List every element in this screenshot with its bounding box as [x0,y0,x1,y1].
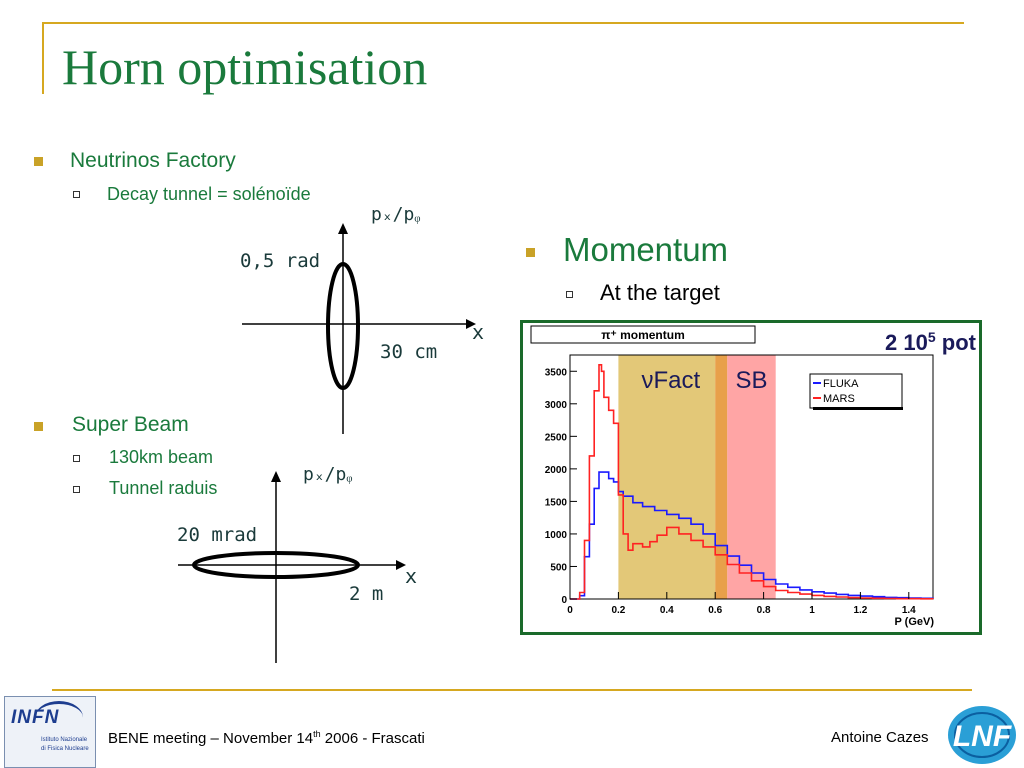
sub-bullet-marker [73,191,80,198]
title-frame-top [42,22,964,24]
momentum-histogram: π⁺ momentum νFact SB 0 0.2 0.4 0.6 0.8 1 1.2 1.4 0 5… [530,325,977,628]
infn-logo-sub2: di Fisica Nucleare [41,746,89,752]
phase-space-diagram-nf [242,223,476,434]
sub-bullet-130km-beam: 130km beam [109,447,214,467]
title-frame-vertical [42,22,44,94]
pot-base: 2 10 [885,330,928,355]
chart-x-tick-label: 0.8 [757,605,771,616]
bullet-marker [526,248,535,257]
chart-series-fluka [570,471,934,600]
chart-plot-frame [569,354,934,600]
chart-x-tick-label: 0 [567,605,573,616]
footer-author: Antoine Cazes [831,729,929,746]
diagram1-angle-label: 0,5 rad [240,250,321,272]
chart-y-tick-label: 0 [561,595,567,606]
phase-space-ellipse [192,551,360,579]
infn-logo-arc [35,701,83,734]
chart-x-axis-label: P (GeV) [894,616,934,628]
bullet-marker [34,422,43,431]
sub-bullet-marker [566,291,573,298]
chart-y-tick-label: 2000 [545,465,568,476]
footer-meeting: BENE meeting – November 14th 2006 - Fras… [108,729,425,747]
infn-logo: INFN Istituto Nazionale di Fisica Nuclea… [4,696,96,768]
phase-space-ellipse [326,262,360,390]
chart-y-tick-label: 1500 [545,497,568,508]
footer-rule [52,689,972,691]
chart-title: π⁺ momentum [601,328,685,342]
diagram1-y-label: pₓ/pᵩ [371,204,421,225]
chart-region-label-0: νFact [641,367,700,394]
sub-bullet-marker [73,486,80,493]
bullet-super-beam: Super Beam [72,413,189,436]
diagram2-x-label: x [405,564,418,588]
chart-region-0 [618,355,716,599]
pot-unit: pot [936,330,977,355]
axis-x-arrow [396,560,406,570]
bullet-marker [34,157,43,166]
diagram1-x-label: x [472,320,485,344]
bullet-neutrinos-factory: Neutrinos Factory [70,149,236,172]
lnf-logo: LNF [948,706,1016,764]
axis-y-arrow [338,223,348,234]
chart-x-tick-label: 0.4 [660,605,674,616]
chart-legend-label-mars: MARS [823,393,855,405]
chart-y-tick-label: 3500 [545,367,568,378]
pot-exponent: 5 [928,329,936,345]
sub-bullet-marker [73,455,80,462]
axis-y-arrow [271,471,281,482]
diagram2-y-label: pₓ/pᵩ [303,464,353,485]
footer-meeting-tail: 2006 - Frascati [320,730,425,747]
chart-legend-label-fluka: FLUKA [823,378,859,390]
infn-logo-sub1: Istituto Nazionale [41,737,88,743]
sub-bullet-tunnel-radius: Tunnel raduis [109,478,218,498]
chart-y-tick-label: 500 [550,562,567,573]
sub-bullet-at-target: At the target [600,280,720,305]
bullet-momentum: Momentum [563,231,729,268]
chart-x-tick-label: 1.2 [853,605,867,616]
chart-series-mars [570,364,934,600]
chart-x-tick-label: 1 [809,605,815,616]
sub-bullet-decay-tunnel: Decay tunnel = solénoïde [107,184,311,204]
diagram2-angle-label: 20 mrad [177,524,258,546]
chart-region-2 [727,355,776,599]
chart-legend-shadow [813,407,903,410]
chart-title-box [530,325,756,344]
chart-x-tick-label: 1.4 [902,605,916,616]
axis-x-arrow [466,319,476,329]
chart-x-tick-label: 0.6 [708,605,722,616]
chart-y-tick-label: 3000 [545,400,568,411]
chart-x-tick-label: 0.2 [611,605,625,616]
chart-region-label-2: SB [735,367,767,394]
phase-space-diagram-sb [178,471,406,663]
chart-y-tick-label: 2500 [545,432,568,443]
chart-legend-box [809,373,903,409]
diagram1-length-label: 30 cm [380,341,438,363]
footer-meeting-main: BENE meeting – November 14 [108,730,314,747]
diagram2-length-label: 2 m [349,583,384,605]
chart-region-1 [715,355,728,599]
lnf-logo-text: LNF [953,720,1012,753]
footer-meeting-sup: th [313,729,321,739]
chart-y-tick-label: 1000 [545,530,568,541]
slide-title: Horn optimisation [62,39,428,95]
chart-pot-annotation: 2 105 pot [885,329,977,355]
